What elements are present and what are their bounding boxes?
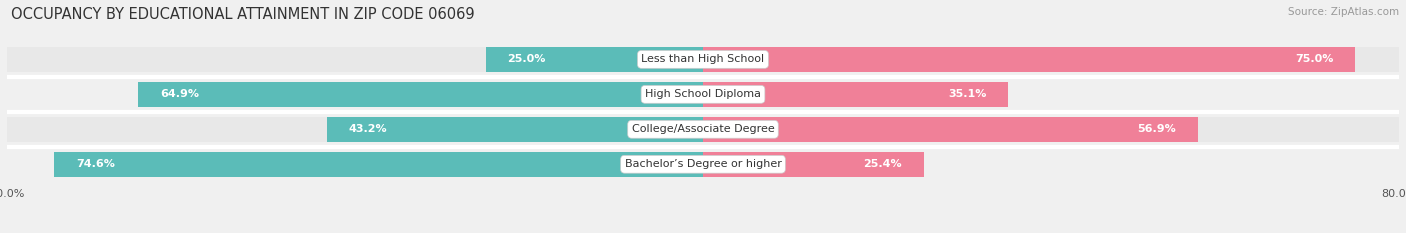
Bar	[53, 152, 703, 177]
Text: 64.9%: 64.9%	[160, 89, 200, 99]
Text: Less than High School: Less than High School	[641, 55, 765, 64]
Text: College/Associate Degree: College/Associate Degree	[631, 124, 775, 134]
Bar	[703, 47, 1355, 72]
Text: 25.4%: 25.4%	[863, 159, 903, 169]
Text: High School Diploma: High School Diploma	[645, 89, 761, 99]
Bar	[138, 82, 703, 107]
Text: 25.0%: 25.0%	[508, 55, 546, 64]
Bar	[485, 47, 703, 72]
Bar	[703, 82, 1008, 107]
Bar	[7, 47, 1399, 72]
Bar	[703, 117, 1198, 142]
Bar	[703, 152, 924, 177]
Text: 43.2%: 43.2%	[349, 124, 388, 134]
Text: 56.9%: 56.9%	[1137, 124, 1177, 134]
Text: 35.1%: 35.1%	[948, 89, 987, 99]
Text: 75.0%: 75.0%	[1295, 55, 1334, 64]
Text: OCCUPANCY BY EDUCATIONAL ATTAINMENT IN ZIP CODE 06069: OCCUPANCY BY EDUCATIONAL ATTAINMENT IN Z…	[11, 7, 475, 22]
Bar	[7, 117, 1399, 142]
Bar	[328, 117, 703, 142]
Text: Bachelor’s Degree or higher: Bachelor’s Degree or higher	[624, 159, 782, 169]
Text: Source: ZipAtlas.com: Source: ZipAtlas.com	[1288, 7, 1399, 17]
Text: 74.6%: 74.6%	[76, 159, 115, 169]
Bar	[7, 152, 1399, 177]
Bar	[7, 82, 1399, 107]
